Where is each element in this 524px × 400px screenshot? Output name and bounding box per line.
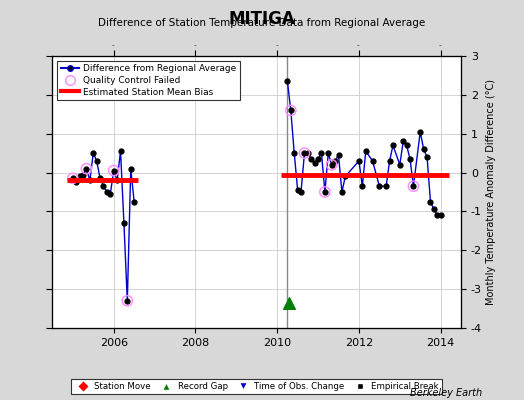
Point: [79, 171, 87, 178]
Point: [123, 298, 132, 304]
Point: [123, 298, 132, 304]
Point: [290, 150, 299, 156]
Text: Berkeley Earth: Berkeley Earth: [410, 388, 482, 398]
Point: [406, 156, 414, 162]
Point: [314, 156, 322, 162]
Point: [409, 183, 418, 189]
Point: [72, 179, 80, 186]
Point: [82, 166, 91, 172]
Point: [389, 142, 397, 148]
Point: [399, 138, 407, 145]
Point: [355, 158, 363, 164]
Point: [300, 150, 309, 156]
Point: [337, 189, 346, 195]
Point: [321, 189, 329, 195]
Point: [430, 206, 438, 213]
Point: [127, 166, 135, 172]
Point: [324, 150, 332, 156]
Point: [110, 168, 118, 174]
Point: [321, 189, 329, 195]
Point: [416, 128, 424, 135]
Point: [317, 150, 325, 156]
Point: [130, 198, 138, 205]
Point: [362, 148, 370, 154]
Point: [385, 158, 394, 164]
Legend: Station Move, Record Gap, Time of Obs. Change, Empirical Break: Station Move, Record Gap, Time of Obs. C…: [71, 378, 442, 394]
Point: [293, 187, 302, 193]
Point: [82, 166, 91, 172]
Point: [283, 78, 291, 84]
Point: [106, 191, 115, 197]
Point: [69, 175, 77, 182]
Point: [423, 154, 431, 160]
Point: [119, 220, 128, 226]
Point: [96, 175, 104, 182]
Y-axis label: Monthly Temperature Anomaly Difference (°C): Monthly Temperature Anomaly Difference (…: [486, 79, 496, 305]
Point: [103, 189, 111, 195]
Point: [110, 168, 118, 174]
Point: [331, 158, 340, 164]
Point: [89, 150, 97, 156]
Point: [341, 173, 350, 180]
Point: [297, 189, 305, 195]
Text: MITIGA: MITIGA: [228, 10, 296, 28]
Point: [311, 160, 319, 166]
Point: [419, 146, 428, 152]
Text: Difference of Station Temperature Data from Regional Average: Difference of Station Temperature Data f…: [99, 18, 425, 28]
Point: [358, 183, 366, 189]
Point: [285, 300, 293, 306]
Point: [99, 183, 107, 189]
Point: [86, 177, 94, 184]
Point: [75, 173, 84, 180]
Point: [375, 183, 384, 189]
Point: [300, 150, 309, 156]
Point: [92, 158, 101, 164]
Point: [287, 107, 295, 114]
Point: [328, 162, 336, 168]
Point: [116, 148, 125, 154]
Point: [328, 162, 336, 168]
Point: [436, 212, 445, 218]
Point: [396, 162, 404, 168]
Point: [334, 152, 343, 158]
Point: [307, 156, 315, 162]
Point: [368, 158, 377, 164]
Point: [402, 142, 411, 148]
Point: [287, 107, 295, 114]
Point: [409, 183, 418, 189]
Point: [433, 212, 442, 218]
Point: [427, 198, 435, 205]
Point: [382, 183, 390, 189]
Point: [69, 175, 77, 182]
Point: [303, 150, 312, 156]
Point: [113, 177, 121, 184]
